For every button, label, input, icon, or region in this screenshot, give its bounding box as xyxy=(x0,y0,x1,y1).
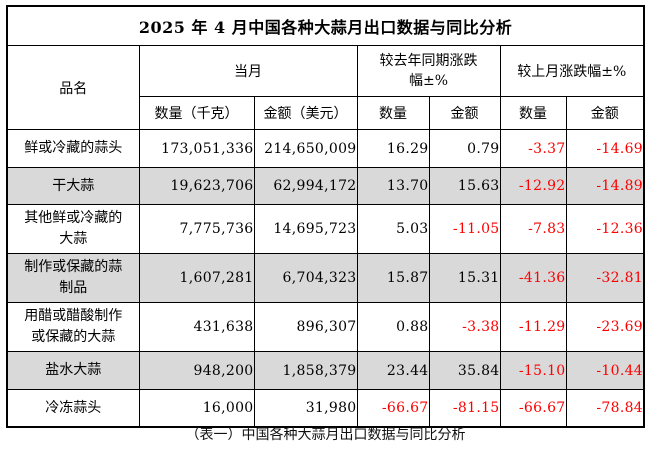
header-mom-change: 较上月涨跌幅±% xyxy=(499,45,645,97)
header-qty-kg: 数量（千克） xyxy=(138,96,255,130)
product-name-cell: 干大蒜 xyxy=(6,167,140,205)
mom-qty-cell: -15.10 xyxy=(499,351,567,390)
yoy-amount-cell: 0.79 xyxy=(428,129,501,168)
mom-amount-cell: -10.44 xyxy=(565,351,645,390)
qty-cell: 948,200 xyxy=(138,351,255,390)
header-row-groups: 品名 当月 较去年同期涨跌 幅±% 较上月涨跌幅±% xyxy=(6,45,645,130)
table-row: 其他鲜或冷藏的 大蒜 7,775,736 14,695,723 5.03 -11… xyxy=(6,204,645,254)
mom-qty-cell: -11.29 xyxy=(499,302,567,352)
product-name-cell: 其他鲜或冷藏的 大蒜 xyxy=(6,204,140,254)
mom-qty-cell: -41.36 xyxy=(499,253,567,303)
header-yoy-amount: 金额 xyxy=(428,96,501,130)
header-yoy-change: 较去年同期涨跌 幅±% xyxy=(356,45,501,97)
yoy-amount-cell: -81.15 xyxy=(428,389,501,428)
mom-amount-cell: -23.69 xyxy=(565,302,645,352)
qty-cell: 1,607,281 xyxy=(138,253,255,303)
yoy-amount-cell: -3.38 xyxy=(428,302,501,352)
header-product: 品名 xyxy=(6,45,140,130)
qty-cell: 16,000 xyxy=(138,389,255,428)
yoy-amount-cell: 35.84 xyxy=(428,351,501,390)
amount-cell: 31,980 xyxy=(253,389,358,428)
product-name-cell: 制作或保藏的蒜 制品 xyxy=(6,253,140,303)
mom-qty-cell: -12.92 xyxy=(499,167,567,205)
table-row: 用醋或醋酸制作 或保藏的大蒜 431,638 896,307 0.88 -3.3… xyxy=(6,302,645,352)
yoy-qty-cell: 0.88 xyxy=(356,302,430,352)
amount-cell: 14,695,723 xyxy=(253,204,358,254)
yoy-qty-cell: -66.67 xyxy=(356,389,430,428)
amount-cell: 62,994,172 xyxy=(253,167,358,205)
mom-amount-cell: -12.36 xyxy=(565,204,645,254)
yoy-qty-cell: 23.44 xyxy=(356,351,430,390)
qty-cell: 7,775,736 xyxy=(138,204,255,254)
table-row: 盐水大蒜 948,200 1,858,379 23.44 35.84 -15.1… xyxy=(6,351,645,390)
amount-cell: 896,307 xyxy=(253,302,358,352)
amount-cell: 6,704,323 xyxy=(253,253,358,303)
header-yoy-qty: 数量 xyxy=(356,96,430,130)
table-row: 鲜或冷藏的蒜头 173,051,336 214,650,009 16.29 0.… xyxy=(6,129,645,168)
mom-amount-cell: -32.81 xyxy=(565,253,645,303)
table-row: 干大蒜 19,623,706 62,994,172 13.70 15.63 -1… xyxy=(6,167,645,205)
product-name-cell: 冷冻蒜头 xyxy=(6,389,140,428)
qty-cell: 173,051,336 xyxy=(138,129,255,168)
header-row-subcolumns: 数量（千克） 金额（美元） 数量 金额 数量 金额 xyxy=(7,96,645,130)
product-name-cell: 盐水大蒜 xyxy=(6,351,140,390)
yoy-amount-cell: 15.31 xyxy=(428,253,501,303)
yoy-qty-cell: 15.87 xyxy=(356,253,430,303)
mom-amount-cell: -78.84 xyxy=(565,389,645,428)
table-row: 制作或保藏的蒜 制品 1,607,281 6,704,323 15.87 15.… xyxy=(6,253,645,303)
amount-cell: 1,858,379 xyxy=(253,351,358,390)
yoy-amount-cell: 15.63 xyxy=(428,167,501,205)
header-mom-qty: 数量 xyxy=(499,96,567,130)
amount-cell: 214,650,009 xyxy=(253,129,358,168)
yoy-qty-cell: 13.70 xyxy=(356,167,430,205)
header-mom-amount: 金额 xyxy=(565,96,645,130)
mom-amount-cell: -14.69 xyxy=(565,129,645,168)
qty-cell: 431,638 xyxy=(138,302,255,352)
product-name-cell: 用醋或醋酸制作 或保藏的大蒜 xyxy=(6,302,140,352)
mom-qty-cell: -7.83 xyxy=(499,204,567,254)
yoy-qty-cell: 5.03 xyxy=(356,204,430,254)
mom-qty-cell: -66.67 xyxy=(499,389,567,428)
header-amount-usd: 金额（美元） xyxy=(253,96,358,130)
table-title-row: 2025 年 4 月中国各种大蒜月出口数据与同比分析 xyxy=(6,5,645,46)
mom-amount-cell: -14.89 xyxy=(565,167,645,205)
table-title: 2025 年 4 月中国各种大蒜月出口数据与同比分析 xyxy=(6,5,645,46)
yoy-qty-cell: 16.29 xyxy=(356,129,430,168)
product-name-cell: 鲜或冷藏的蒜头 xyxy=(6,129,140,168)
mom-qty-cell: -3.37 xyxy=(499,129,567,168)
qty-cell: 19,623,706 xyxy=(138,167,255,205)
table-row: 冷冻蒜头 16,000 31,980 -66.67 -81.15 -66.67 … xyxy=(6,389,645,428)
yoy-amount-cell: -11.05 xyxy=(428,204,501,254)
header-current-month: 当月 xyxy=(138,45,358,97)
export-table: 2025 年 4 月中国各种大蒜月出口数据与同比分析 品名 当月 较去年同期涨跌… xyxy=(6,5,646,428)
table-caption: （表一）中国各种大蒜月出口数据与同比分析 xyxy=(185,427,466,443)
